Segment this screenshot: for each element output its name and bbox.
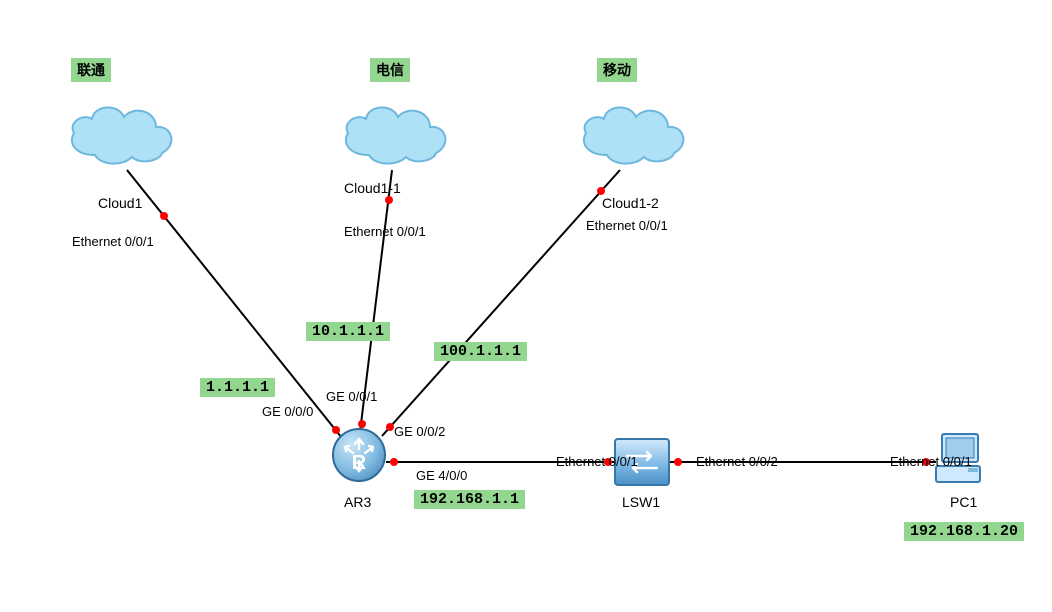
router-port-ge400: GE 4/0/0 [416, 468, 467, 483]
isp-label: 移动 [603, 62, 631, 78]
pc-ip: 192.168.1.20 [904, 522, 1024, 541]
router-icon: R [332, 428, 386, 482]
isp-label: 电信 [376, 62, 404, 78]
cloud1-2-label: Cloud1-2 [602, 195, 659, 211]
link-layer [0, 0, 1052, 612]
cloud-icon [334, 95, 454, 170]
cloud-icon [60, 95, 180, 170]
router-port-ge002: GE 0/0/2 [394, 424, 445, 439]
diagram-canvas: 联通 电信 移动 Cloud1 Cloud1-1 Cloud1-2 Ethern… [0, 0, 1052, 612]
router-port-ge000: GE 0/0/0 [262, 404, 313, 419]
pc-port: Ethernet 0/0/1 [890, 454, 972, 469]
ip-ge002: 100.1.1.1 [434, 342, 527, 361]
router-port-ge001: GE 0/0/1 [326, 389, 377, 404]
cloud1-label: Cloud1 [98, 195, 142, 211]
cloud1-1-port: Ethernet 0/0/1 [344, 224, 426, 239]
isp-badge-unicom: 联通 [71, 58, 111, 82]
cloud1-1-label: Cloud1-1 [344, 180, 401, 196]
svg-text:R: R [352, 452, 367, 474]
switch-port-e001: Ethernet 0/0/1 [556, 454, 638, 469]
isp-label: 联通 [77, 62, 105, 78]
ip-ge400: 192.168.1.1 [414, 490, 525, 509]
cloud1-port: Ethernet 0/0/1 [72, 234, 154, 249]
switch-name: LSW1 [622, 494, 660, 510]
router-name: AR3 [344, 494, 371, 510]
pc-name: PC1 [950, 494, 977, 510]
ip-ge001: 10.1.1.1 [306, 322, 390, 341]
cloud-icon [572, 95, 692, 170]
isp-badge-mobile: 移动 [597, 58, 637, 82]
isp-badge-telecom: 电信 [370, 58, 410, 82]
ip-ge000: 1.1.1.1 [200, 378, 275, 397]
switch-port-e002: Ethernet 0/0/2 [696, 454, 778, 469]
cloud1-2-port: Ethernet 0/0/1 [586, 218, 668, 233]
